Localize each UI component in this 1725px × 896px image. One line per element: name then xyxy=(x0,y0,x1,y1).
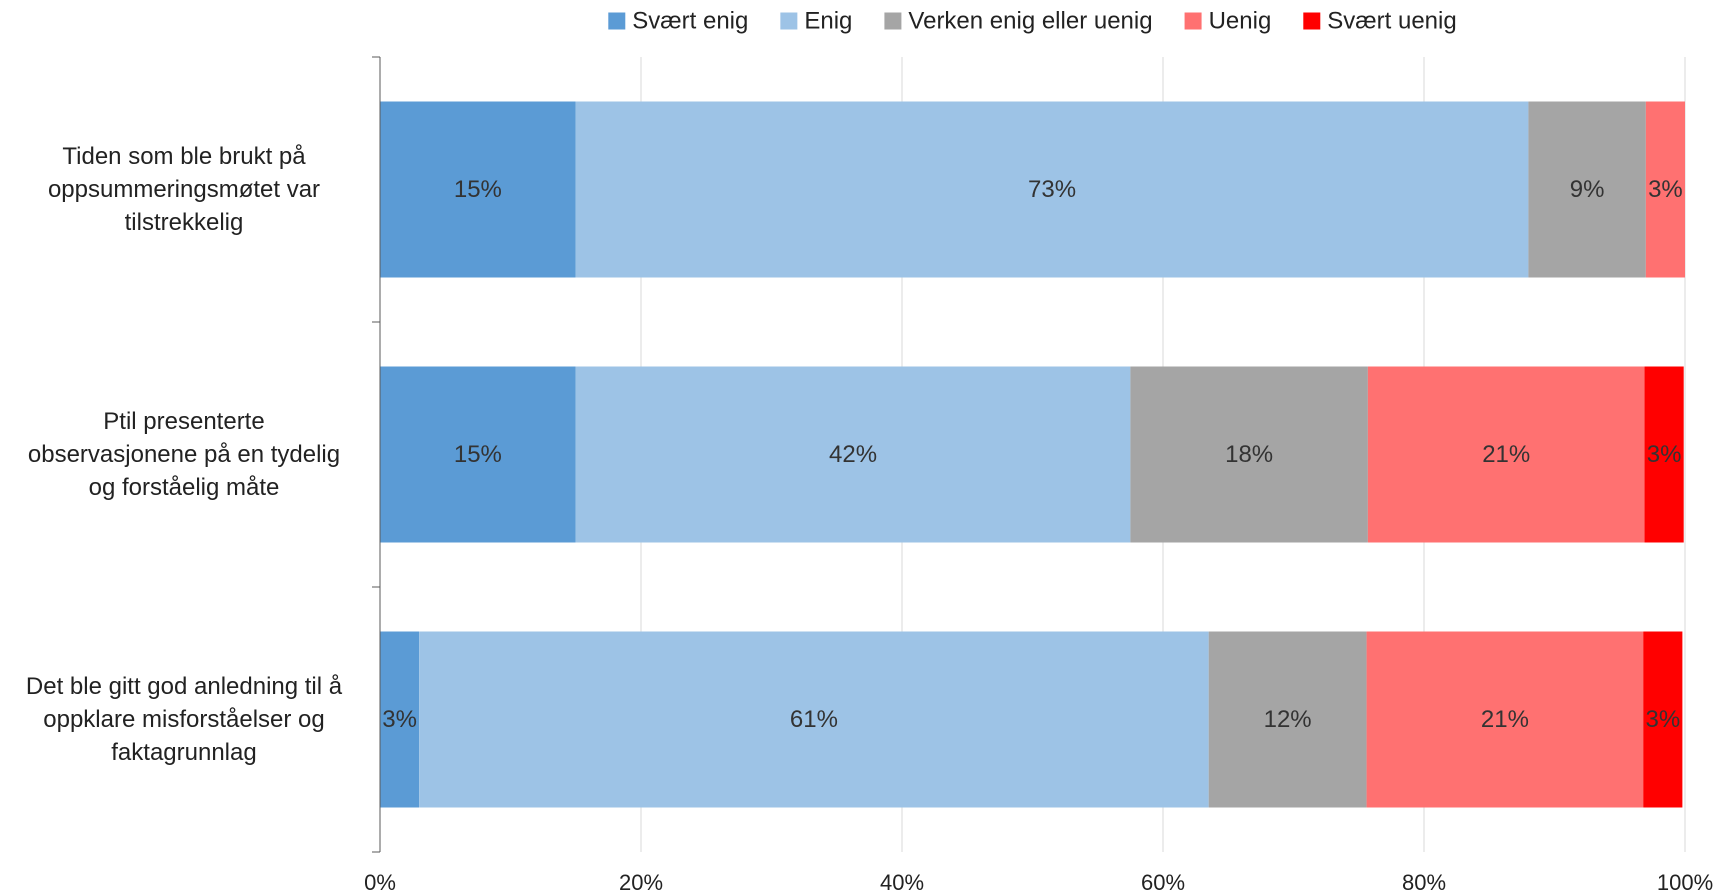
bar-segment xyxy=(380,631,420,808)
data-label: 15% xyxy=(454,176,502,203)
bar-segment xyxy=(575,101,1529,278)
bar-segment xyxy=(419,631,1209,808)
legend-label: Svært uenig xyxy=(1327,8,1456,35)
bar-segment xyxy=(1208,631,1367,808)
data-label: 21% xyxy=(1482,441,1530,468)
data-label: 3% xyxy=(1645,706,1680,733)
x-tick-label: 40% xyxy=(880,870,924,895)
category-labels: Tiden som ble brukt på oppsummeringsmøtet… xyxy=(26,143,343,766)
legend: Svært enig Enig Verken enig eller uenig Uen… xyxy=(608,8,1457,35)
bar-segment xyxy=(1367,366,1645,543)
x-tick-label: 60% xyxy=(1141,870,1185,895)
data-label: 3% xyxy=(1647,441,1682,468)
bar-segment xyxy=(380,366,576,543)
legend-swatch xyxy=(884,12,902,30)
data-labels: 15% 73% 9% 3% 15% 42% 18% 21% 3% 3% 61% 12% 21% 3% xyxy=(382,176,1683,733)
category-label: Det ble gitt god anledning til å oppklare… xyxy=(26,673,343,766)
bar-segment xyxy=(1366,631,1644,808)
y-axis xyxy=(372,56,381,853)
data-label: 73% xyxy=(1028,176,1076,203)
bar-segment xyxy=(1644,366,1684,543)
legend-item: Svært uenig xyxy=(1303,8,1457,35)
data-label: 9% xyxy=(1570,176,1605,203)
category-label: Ptil presenterte observasjonene på en tyd… xyxy=(28,408,340,501)
x-tick-label: 20% xyxy=(619,870,663,895)
legend-item: Verken enig eller uenig xyxy=(884,8,1153,35)
x-tick-label: 100% xyxy=(1657,870,1713,895)
data-label: 3% xyxy=(382,706,417,733)
legend-swatch xyxy=(1303,12,1321,30)
bars xyxy=(380,101,1685,808)
data-label: 15% xyxy=(454,441,502,468)
x-tick-label: 0% xyxy=(364,870,396,895)
data-label: 18% xyxy=(1225,441,1273,468)
legend-item: Uenig xyxy=(1184,8,1272,35)
legend-swatch xyxy=(608,12,626,30)
bar-segment xyxy=(1645,101,1685,278)
legend-item: Enig xyxy=(780,8,852,35)
bar-segment xyxy=(1528,101,1646,278)
legend-swatch xyxy=(1184,12,1202,30)
legend-label: Uenig xyxy=(1209,8,1272,35)
legend-swatch xyxy=(780,12,798,30)
category-label: Tiden som ble brukt på oppsummeringsmøtet… xyxy=(48,143,320,236)
bar-segment xyxy=(575,366,1131,543)
data-label: 61% xyxy=(790,706,838,733)
legend-label: Verken enig eller uenig xyxy=(908,8,1152,35)
data-label: 12% xyxy=(1264,706,1312,733)
x-axis: 0% 20% 40% 60% 80% 100% xyxy=(364,870,1713,895)
legend-label: Enig xyxy=(804,8,852,35)
data-label: 3% xyxy=(1648,176,1683,203)
data-label: 42% xyxy=(829,441,877,468)
legend-label: Svært enig xyxy=(632,8,748,35)
bar-segment xyxy=(1130,366,1368,543)
data-label: 21% xyxy=(1481,706,1529,733)
bar-segment xyxy=(380,101,576,278)
legend-item: Svært enig xyxy=(608,8,748,35)
x-tick-label: 80% xyxy=(1402,870,1446,895)
bar-segment xyxy=(1643,631,1683,808)
